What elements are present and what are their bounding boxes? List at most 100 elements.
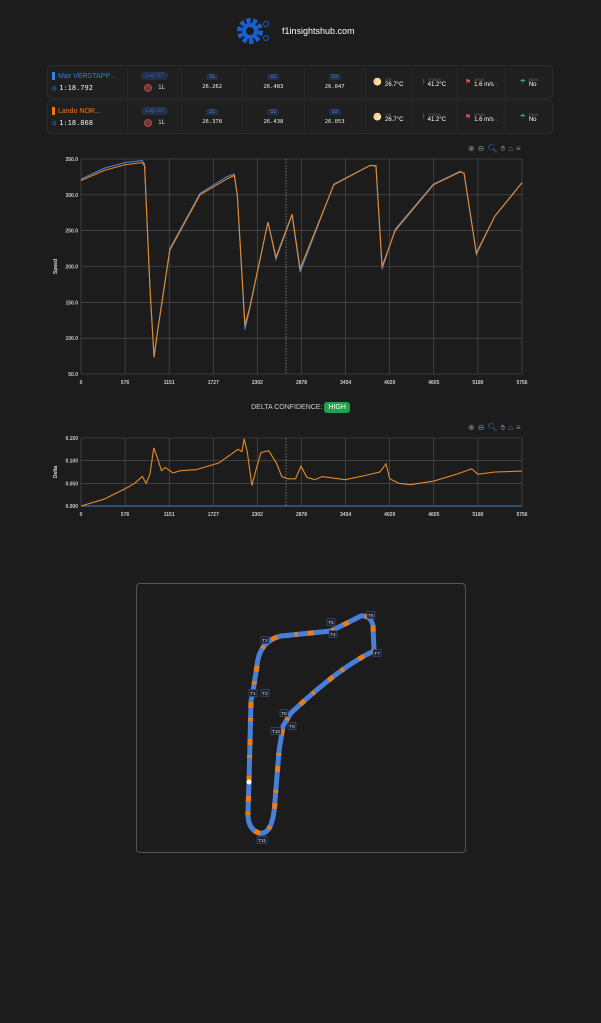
turn-label-box [366,611,376,619]
pan-hand-icon[interactable]: ✋︎ [500,144,506,153]
zoom-out-icon[interactable]: ⊖ [477,144,485,153]
rain-label: RAIN [528,76,539,82]
driver-row: Lando NOR... ◷ 1:18.868 Lap 20 1L S1 26.378… [47,100,553,134]
delta-chart-toolbar: ⊕ ⊖ 🔍︎ ✋︎ ⌂ ≡ [468,423,521,433]
site-name: f1insightshub.com [282,26,355,36]
x-tick-label: 1151 [164,512,175,518]
y-tick-label: 200.0 [65,265,78,271]
turn-label-box [248,689,258,697]
lap-time: 1:18.868 [59,119,93,127]
turn-label-box [260,689,270,697]
y-axis-label: Delta [53,466,59,478]
clock-icon: ◷ [52,84,57,92]
y-tick-label: 0.000 [65,504,78,510]
air-label: AIR [385,76,392,82]
zoom-select-icon[interactable]: 🔍︎ [487,144,498,153]
wind-label: WIND [474,111,485,117]
wind-flag-icon: ⚑ [464,79,472,86]
x-tick-label: 4605 [428,380,439,386]
turn-label-box [372,649,382,657]
driver-name[interactable]: Lando NOR... [58,107,101,115]
home-icon[interactable]: ⌂ [508,423,513,432]
y-tick-label: 300.0 [65,193,78,199]
x-tick-label: 0 [80,512,83,518]
x-tick-label: 2302 [252,512,263,518]
y-tick-label: 250.0 [65,229,78,235]
x-tick-label: 3454 [340,512,351,518]
turn-label-box [270,727,282,735]
air-temp: 26.7°C [385,116,404,123]
menu-icon[interactable]: ≡ [515,423,521,432]
x-tick-label: 4029 [384,380,395,386]
menu-icon[interactable]: ≡ [515,144,521,153]
sector-time: 26.262 [202,84,223,90]
x-tick-label: 576 [121,380,130,386]
x-tick-label: 1727 [208,380,219,386]
zoom-out-icon[interactable]: ⊖ [477,423,485,432]
wind-speed: 1.6 m/s [474,116,494,123]
y-tick-label: 350.0 [65,157,78,163]
driver-color-swatch [52,107,55,115]
x-tick-label: 1151 [164,380,175,386]
series-line [80,438,523,507]
turn-label-box [260,636,270,644]
sector-label: S2 [267,74,280,80]
x-tick-label: 5180 [472,380,483,386]
x-tick-label: 2302 [252,380,263,386]
track-label: TRACK [427,76,442,82]
turn-label: T10 [272,729,280,734]
pan-hand-icon[interactable]: ✋︎ [500,423,506,432]
air-temp: 26.7°C [385,81,404,88]
y-tick-label: 50.0 [68,372,78,378]
lap-badge[interactable]: Lap 20 [141,107,168,115]
track-map: T1 T2 T3 T4 T5 T6 T7 T8 T9 T10 T11 [136,583,466,853]
wind-direction: E [495,81,499,87]
turn-label: T5 [328,620,334,625]
sector-time: 26.053 [324,119,345,125]
lap-time: 1:18.792 [59,84,93,92]
zoom-in-icon[interactable]: ⊕ [468,144,475,153]
driver-name[interactable]: Max VERSTAPP... [58,72,115,80]
y-tick-label: 150.0 [65,300,78,306]
zoom-select-icon[interactable]: 🔍︎ [487,423,498,432]
y-axis-label: Speed [53,259,59,274]
turn-label: T1 [250,691,256,696]
track-path-driver2 [245,613,377,836]
confidence-badge: HIGH [324,402,350,413]
track-label: TRACK [427,111,442,117]
turn-label: T8 [281,711,287,716]
y-tick-label: 0.150 [65,436,78,442]
turn-label-box [287,722,297,730]
sector-time: 26.438 [263,119,284,125]
turn-label: T3 [262,638,268,643]
y-tick-label: 100.0 [65,336,78,342]
lap-badge[interactable]: Lap 17 [141,72,168,80]
air-temp-icon: 🌕 [373,114,383,121]
x-tick-label: 2878 [296,380,307,386]
driver-color-swatch [52,72,55,80]
sector-time: 26.378 [202,119,223,125]
wind-label: WIND [474,76,485,82]
turn-label: T2 [262,691,268,696]
sector-label: S3 [328,74,341,80]
delta-chart: 0.000 0.050 0.100 0.150 0 576 1151 1727 2302 2878… [53,436,528,518]
thermometer-icon: ǀ [422,113,425,121]
wind-direction: E [495,116,499,122]
sector-time: 26.047 [324,84,345,90]
turn-label: T7 [374,651,380,656]
y-tick-label: 0.100 [65,459,78,465]
tyre-icon [144,84,153,92]
thermometer-icon: ǀ [422,78,425,86]
home-icon[interactable]: ⌂ [508,144,513,153]
sector-label: S2 [267,109,280,115]
x-tick-label: 3454 [340,380,351,386]
air-temp-icon: 🌕 [373,79,383,86]
x-tick-label: 5756 [516,512,527,518]
x-tick-label: 4029 [384,512,395,518]
sector-label: S1 [206,74,219,80]
rain-icon: ☂ [519,79,526,86]
x-tick-label: 2878 [296,512,307,518]
air-label: AIR [385,111,392,117]
zoom-in-icon[interactable]: ⊕ [468,423,475,432]
driver-row: Max VERSTAPP... ◷ 1:18.792 Lap 17 1L S1 26.… [47,65,553,99]
